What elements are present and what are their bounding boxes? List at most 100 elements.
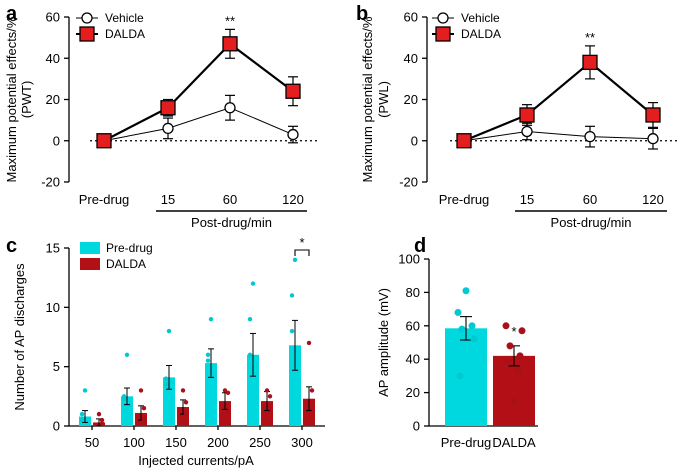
panel-c-legend-dalda-label: DALDA [106,257,146,271]
panel-d-data-point [504,359,512,367]
panel-b-legend-vehicle-marker [437,12,449,24]
panel-a-x-tick-label: 15 [161,192,175,207]
panel-c-data-point [163,382,169,387]
panel-c-data-point [222,388,228,393]
panel-a-dalda-line [103,42,294,142]
panel-c-dalda-bar [177,407,189,426]
panel-c-data-point [306,340,312,346]
panel-a-vehicle-marker [224,102,236,114]
panel-d-x-tick-label: Pre-drug [441,435,492,450]
panel-b-x-tick-label: 15 [520,192,534,207]
panel-c-data-point [141,406,147,411]
panel-d-x-tick-label: DALDA [492,435,536,450]
panel-a-dalda-marker [285,83,301,99]
panel-b-y-tick-label: 60 [404,10,418,25]
panel-c-x-tick-label: 50 [85,435,99,450]
panel-c-y-tick-label: 5 [53,359,60,374]
panel-c-data-point [141,417,147,423]
panel-b-dalda-marker [645,107,661,123]
panel-c-data-point [225,390,231,395]
panel-c-legend-pre-drug-label: Pre-drug [106,241,153,255]
panel-a-dalda-marker [96,133,112,149]
panel-d-data-point [502,322,510,330]
panel-c-data-point [124,352,130,357]
panel-c-significance-bracket [294,249,310,256]
panel-d-data-point [462,287,470,295]
panel-c-data-point [205,352,211,357]
panel-a-vehicle-line [103,107,294,142]
panel-c-data-point [163,376,169,381]
panel-c-pre-drug-bar [205,363,217,426]
panel-c-data-point [264,388,270,393]
panel-b-dalda-line [463,60,654,142]
panel-c-y-axis-title: Number of AP discharges [12,263,27,411]
panel-c-bar-chart: 0 5 10 15 Number of AP discharges Injected cu… [12,235,325,468]
panel-a-significance: ** [225,13,235,28]
panel-d-letter: d [414,235,426,257]
panel-d-bar-chart: 0 20 40 60 80 100 AP amplitude (mV) Pre-drug DAL… [376,252,538,450]
panel-c-pre-drug-bar [247,354,259,426]
panel-c-data-point [166,328,172,334]
panel-c-x-tick-label: 100 [123,435,145,450]
panel-c-data-point [79,417,85,423]
panel-c-significance: * [299,235,304,250]
panel-c-data-point [138,388,144,393]
panel-c-y-tick-label: 15 [46,241,60,256]
panel-a-y-tick-label: 40 [46,51,60,66]
panel-b-vehicle-marker [584,130,596,143]
panel-c-data-point [247,317,253,322]
panel-a-letter: a [6,3,18,25]
panel-c-dalda-bar [219,401,231,426]
panel-b-legend-dalda-label: DALDA [461,27,501,41]
panel-c-data-point [289,328,295,334]
panel-c-data-point [99,417,105,423]
panel-c-data-point [292,257,298,263]
panel-c-dalda-bar [303,398,315,426]
panel-d-data-point [454,308,462,316]
panel-c-x-axis-title: Injected currents/pA [138,453,254,468]
panel-b-y-tick-label: 40 [404,51,418,66]
panel-b-letter: b [356,3,368,25]
panel-d-data-point [468,322,476,330]
panel-d-y-tick-label: 20 [406,385,420,400]
panel-a-legend-dalda-label: DALDA [105,27,145,41]
panel-c-data-point [183,400,189,405]
panel-c-data-point [99,421,105,426]
panel-a-y-tick-label: 0 [53,133,60,148]
panel-a-y-tick-label: -20 [41,175,60,190]
panel-b-x-tick-label: 60 [583,192,597,207]
panel-b-dalda-marker [582,54,598,71]
panel-c-data-point [208,317,214,322]
panel-a-x-tick-label: 60 [223,192,237,207]
panel-d-y-tick-label: 0 [413,419,420,434]
panel-c-letter: c [6,235,17,257]
panel-c-y-tick-label: 10 [46,300,60,315]
panel-c-data-point [267,394,273,399]
panel-b-y-axis-subtitle: (PWL) [376,81,391,118]
panel-c-pre-drug-bar [121,396,133,426]
panel-b-significance: ** [585,30,595,45]
panel-a-vehicle-marker [162,122,174,135]
panel-a-dalda-marker [222,36,238,52]
panel-c-data-point [180,388,186,393]
panel-a-line-chart: -20 0 20 40 60 Maximum potential effects/% (PW… [4,10,319,230]
panel-c-pre-drug-bar [289,345,301,426]
panel-b-y-tick-label: 0 [411,133,418,148]
panel-d-significance: * [511,324,516,339]
panel-c-legend-pre-drug-swatch [80,242,100,254]
panel-b-legend-dalda-marker [435,26,451,42]
panel-d-data-point [456,372,464,380]
panel-b-dalda-marker [456,133,472,149]
panel-b-dalda-marker [519,107,535,123]
panel-d-data-point [514,367,522,375]
panel-c-data-point [289,293,295,298]
panel-a-dalda-marker [160,100,176,116]
panel-d-data-point [516,352,524,360]
panel-a-x-group-label: Post-drug/min [191,215,272,230]
panel-c-data-point [121,396,127,401]
panel-d-data-point [458,325,466,333]
panel-c-data-point [79,411,85,417]
panel-d-y-tick-label: 40 [406,352,420,367]
panel-b-x-tick-label: 120 [642,192,664,207]
